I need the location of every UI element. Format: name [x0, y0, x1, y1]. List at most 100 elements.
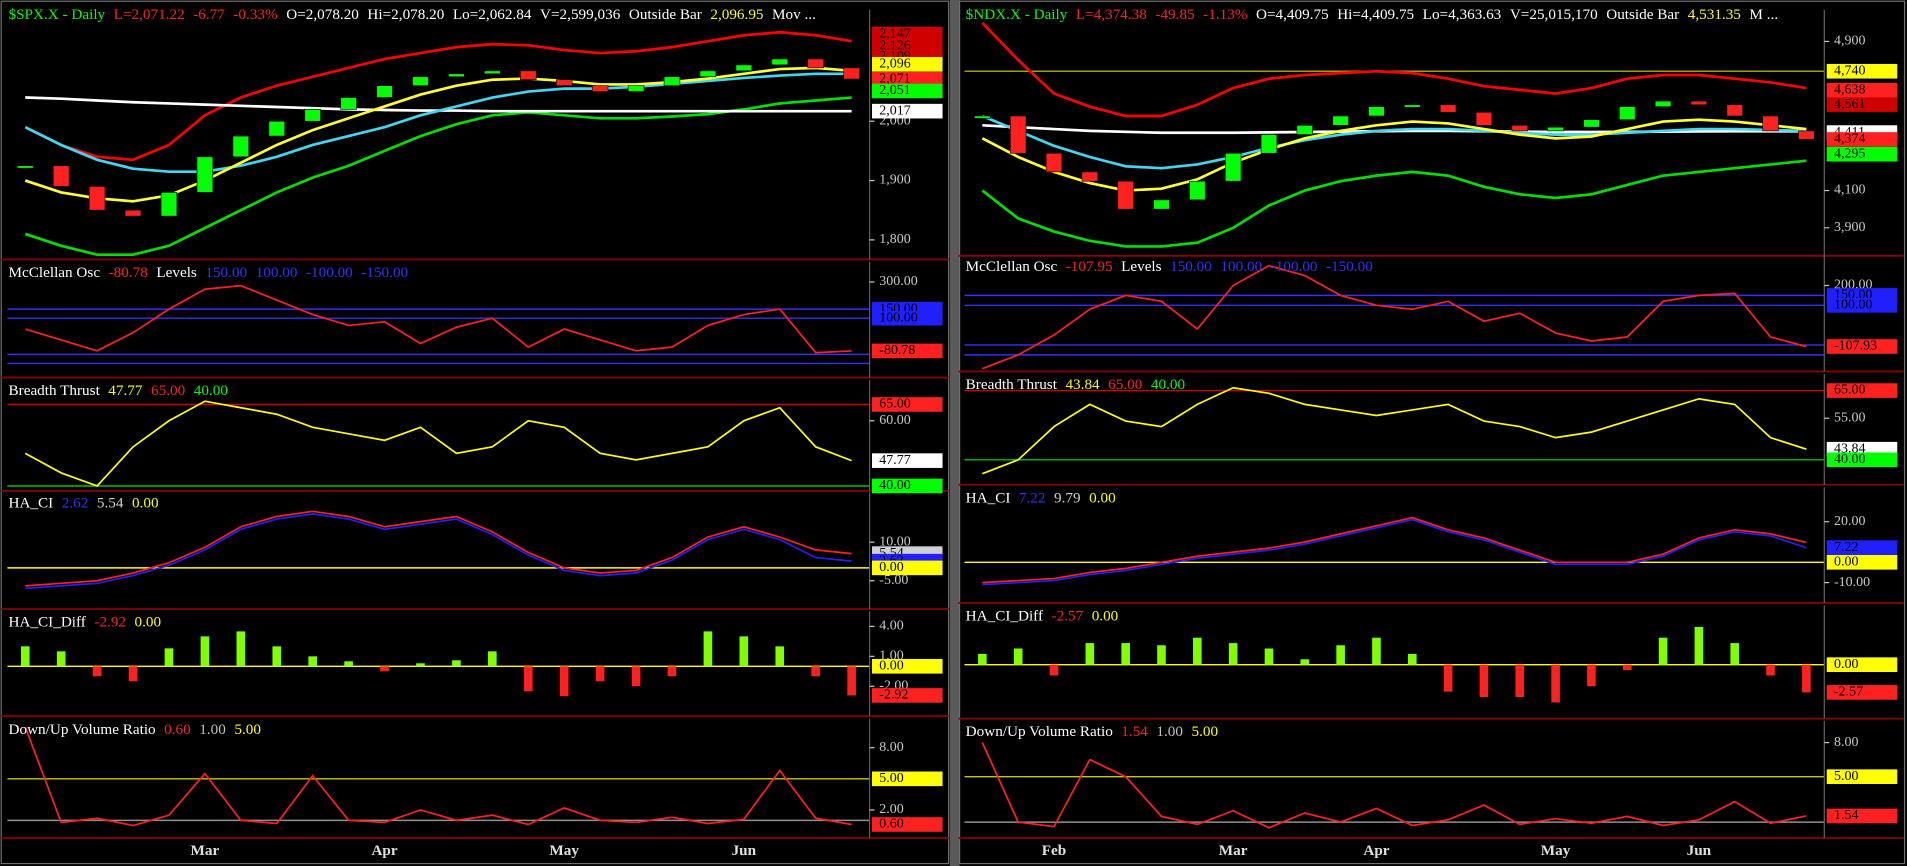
- candle: [807, 58, 824, 69]
- header-item: 40.00: [194, 383, 229, 400]
- header-item: 47.77: [108, 383, 143, 400]
- panel: [964, 386, 1825, 475]
- panel-header: Down/Up Volume Ratio 0.60 1.00 5.00: [9, 721, 262, 738]
- header-item: McClellan Osc: [9, 265, 101, 282]
- header-item: M ...: [1749, 6, 1778, 23]
- panel: [964, 626, 1825, 703]
- bar: [1300, 659, 1310, 665]
- bar: [308, 656, 318, 667]
- header-item: 150.00: [205, 265, 247, 282]
- y-tick-label: 1,900: [879, 173, 910, 188]
- series-line: [981, 159, 1807, 248]
- price-marker-label: 0.00: [879, 560, 903, 575]
- right-frame: [958, 0, 1906, 865]
- candle: [124, 209, 142, 217]
- bar: [1336, 645, 1345, 665]
- candle: [1117, 180, 1134, 210]
- price-marker: [872, 57, 943, 72]
- header-item: -6.77: [193, 6, 225, 23]
- left-frame: [0, 0, 950, 865]
- header-item: 100.00: [256, 265, 298, 282]
- candle: [591, 85, 609, 92]
- price-marker-label: 4,295: [1834, 146, 1865, 161]
- y-tick-label: 60.00: [879, 413, 910, 428]
- price-marker-label: 2,147: [879, 26, 910, 41]
- series-line: [24, 72, 852, 173]
- bar: [775, 646, 785, 667]
- header-item: 4,531.35: [1688, 6, 1741, 23]
- header-item: 0.00: [1089, 490, 1116, 507]
- price-marker: [1826, 769, 1898, 784]
- header-item: 2,096.95: [710, 6, 763, 23]
- price-marker: [1826, 132, 1898, 147]
- panel: [964, 516, 1825, 586]
- price-marker-label: 40.00: [1834, 452, 1865, 467]
- price-marker-label: 100.00: [1834, 298, 1872, 313]
- price-marker: [872, 478, 943, 494]
- header-item: Mov ...: [772, 6, 816, 23]
- panel-header: HA_CI 7.22 9.79 0.00: [966, 490, 1116, 507]
- price-marker: [872, 71, 943, 87]
- bar: [1372, 637, 1381, 665]
- candle: [1726, 104, 1743, 117]
- header-item: 5.00: [1192, 724, 1219, 741]
- bar: [811, 666, 821, 677]
- price-marker-label: 0.00: [1834, 555, 1858, 570]
- series-line: [24, 96, 852, 257]
- header-item: 0.00: [132, 495, 159, 512]
- price-marker-label: 5.00: [1834, 769, 1858, 784]
- header-item: V=25,015,170: [1510, 6, 1598, 23]
- bar: [1264, 648, 1274, 665]
- header-item: -107.95: [1066, 258, 1113, 275]
- candle: [1045, 152, 1063, 173]
- price-marker-label: 5.00: [879, 771, 903, 786]
- header-item: Hi=4,409.75: [1337, 6, 1414, 23]
- x-tick-label: Mar: [191, 842, 220, 859]
- bar: [1694, 626, 1704, 665]
- bar: [1407, 653, 1417, 665]
- bar: [236, 631, 246, 667]
- candle: [627, 85, 645, 92]
- header-item: 2.62: [62, 495, 89, 512]
- price-marker: [1826, 298, 1898, 313]
- candle: [1296, 125, 1313, 135]
- bar: [128, 666, 138, 682]
- panel: [7, 631, 870, 697]
- price-marker-label: 2,096: [879, 57, 910, 72]
- header-item: HA_CI: [9, 495, 54, 512]
- candle: [376, 85, 393, 98]
- bar: [1658, 637, 1668, 665]
- bar: [1049, 664, 1059, 676]
- x-tick-label: Mar: [1219, 842, 1248, 859]
- candle: [699, 70, 717, 78]
- bar: [200, 636, 210, 667]
- header-item: Levels: [1121, 258, 1162, 275]
- series-line: [24, 726, 852, 827]
- bar: [703, 631, 713, 667]
- header-item: Down/Up Volume Ratio: [9, 721, 157, 738]
- panel-header: McClellan Osc -80.78 Levels 150.00 100.00 -10…: [9, 265, 409, 282]
- price-marker-label: -107.93: [1834, 339, 1877, 354]
- series-line: [24, 400, 852, 487]
- candle: [1404, 104, 1421, 108]
- series-line: [25, 510, 852, 587]
- series-line: [981, 21, 1807, 118]
- price-marker: [872, 688, 943, 703]
- header-item: 1.00: [1156, 724, 1183, 741]
- header-item: L=2,071.22: [114, 6, 185, 23]
- price-marker: [1826, 146, 1898, 162]
- header-item: 5.54: [97, 495, 124, 512]
- candle: [1475, 111, 1493, 126]
- candle: [663, 76, 681, 86]
- x-tick-label: Jun: [1687, 842, 1712, 859]
- candle: [974, 115, 991, 119]
- header-item: 9.79: [1054, 490, 1081, 507]
- panel-header: Down/Up Volume Ratio 1.54 1.00 5.00: [966, 724, 1219, 741]
- candle: [1189, 180, 1206, 201]
- panel-header: HA_CI 2.62 5.54 0.00: [9, 495, 159, 512]
- candle: [1153, 199, 1170, 210]
- y-tick-label: 8.00: [879, 740, 903, 755]
- candle: [1368, 106, 1385, 117]
